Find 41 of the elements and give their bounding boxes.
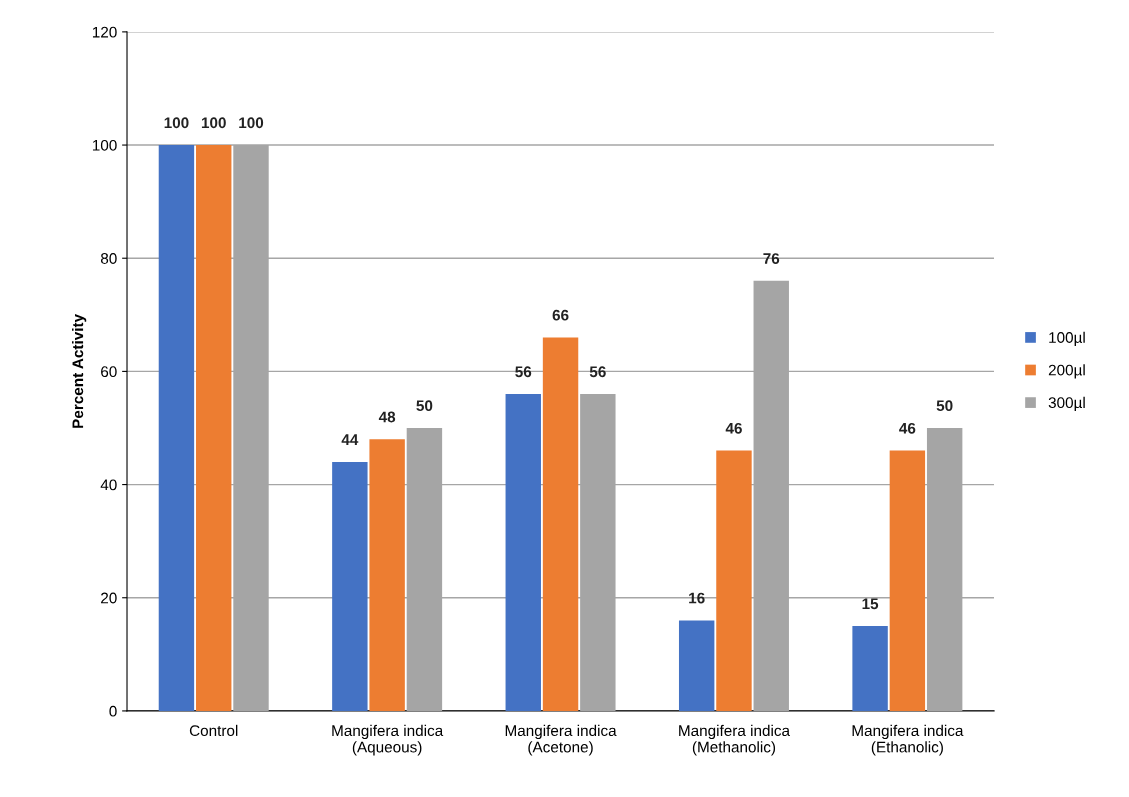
bar xyxy=(542,337,579,711)
x-tick-label: Mangifera indica (Methanolic) xyxy=(679,724,791,756)
bar xyxy=(196,145,232,711)
y-tick-label: 80 xyxy=(100,253,117,264)
data-label: 16 xyxy=(689,592,705,604)
y-tick-label: 100 xyxy=(92,139,117,151)
data-label: 56 xyxy=(515,366,532,378)
y-tick-label: 40 xyxy=(100,479,117,491)
data-label: 50 xyxy=(416,400,433,412)
legend-label: 100µl xyxy=(1049,331,1085,346)
y-tick-label: 60 xyxy=(101,366,117,378)
data-label: 66 xyxy=(552,309,569,321)
bar xyxy=(505,394,541,711)
data-label: 56 xyxy=(589,366,606,378)
bar xyxy=(369,439,405,711)
data-label: 15 xyxy=(862,598,879,610)
data-label: 100 xyxy=(239,117,264,129)
y-tick-label: 120 xyxy=(92,26,117,38)
bar xyxy=(678,620,715,711)
bar xyxy=(158,145,195,711)
data-label: 46 xyxy=(725,422,742,434)
bar xyxy=(332,461,368,711)
data-label: 46 xyxy=(899,422,916,434)
bar xyxy=(852,626,888,711)
x-tick-label: Mangifera indica (Aqueous) xyxy=(332,724,444,756)
bar xyxy=(716,450,752,711)
legend-label: 300µl xyxy=(1048,396,1085,412)
y-axis-title: Percent Activity xyxy=(72,314,87,428)
data-label: 100 xyxy=(164,117,189,129)
x-tick-label: Mangifera indica (Ethanolic) xyxy=(852,724,964,756)
bar xyxy=(889,450,926,711)
x-tick-label: Mangifera indica (Acetone) xyxy=(505,724,617,756)
x-tick-label: Control xyxy=(189,724,238,737)
data-label: 100 xyxy=(201,117,226,129)
data-label: 50 xyxy=(936,400,953,412)
data-label: 48 xyxy=(378,411,396,423)
y-tick-label: 0 xyxy=(109,705,117,717)
data-label: 76 xyxy=(763,253,780,264)
data-label: 44 xyxy=(341,434,359,445)
legend-label: 200µl xyxy=(1048,364,1085,379)
y-tick-label: 20 xyxy=(101,592,117,604)
